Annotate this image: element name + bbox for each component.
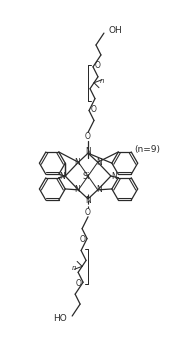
Text: (n=9): (n=9)	[135, 145, 161, 154]
Text: N: N	[85, 196, 91, 205]
Text: O: O	[75, 279, 81, 288]
Text: O: O	[85, 132, 91, 141]
Text: Si: Si	[82, 171, 90, 181]
Text: O: O	[85, 208, 91, 217]
Text: N: N	[85, 147, 91, 156]
Text: n: n	[72, 265, 76, 272]
Text: N: N	[74, 158, 80, 167]
Text: N: N	[74, 185, 80, 194]
Text: N: N	[96, 185, 102, 194]
Text: OH: OH	[109, 25, 123, 35]
Text: n: n	[100, 78, 104, 84]
Text: HO: HO	[53, 314, 67, 324]
Text: O: O	[95, 62, 101, 70]
Text: N: N	[59, 171, 65, 181]
Text: O: O	[91, 105, 97, 114]
Text: N: N	[111, 171, 117, 181]
Text: O: O	[79, 235, 85, 244]
Text: N: N	[96, 158, 102, 167]
